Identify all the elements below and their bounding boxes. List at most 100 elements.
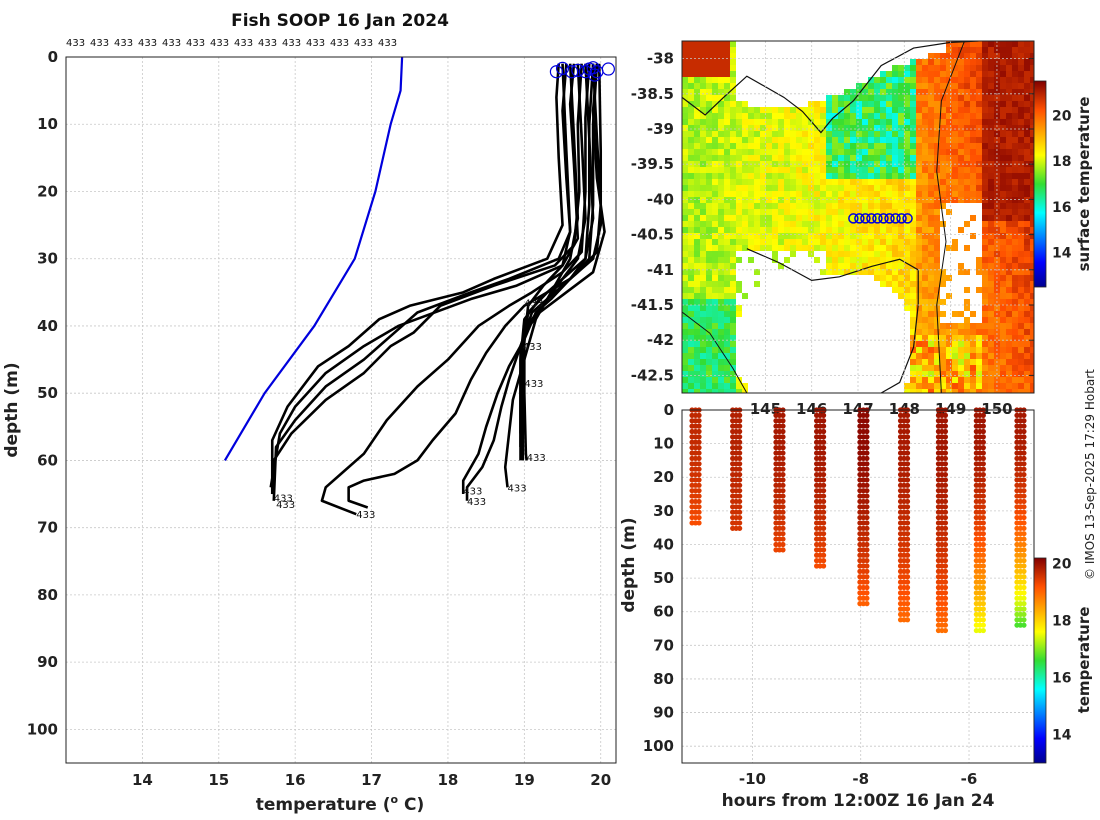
sst-cell: [790, 173, 796, 179]
sst-cell: [1018, 209, 1024, 215]
cast-point: [696, 471, 702, 478]
sst-cell: [982, 389, 988, 393]
sst-cell: [928, 287, 934, 293]
sst-cell: [772, 149, 778, 155]
sst-cell: [1000, 83, 1006, 89]
sst-cell: [694, 257, 700, 263]
sst-cell: [874, 173, 880, 179]
sst-cell: [1030, 77, 1034, 83]
sst-cell: [880, 221, 886, 227]
sst-cell: [916, 77, 922, 83]
sst-cell: [778, 227, 784, 233]
sst-cell: [808, 137, 814, 143]
sst-cell: [694, 359, 700, 365]
sst-cell: [766, 227, 772, 233]
sst-cell: [928, 101, 934, 107]
sst-cell: [874, 131, 880, 137]
sst-cell: [946, 53, 952, 59]
sst-cell: [886, 233, 892, 239]
cast-point: [904, 536, 911, 542]
sst-cell: [754, 143, 760, 149]
sst-cell: [712, 119, 718, 125]
sst-cell: [1000, 41, 1006, 47]
sst-cell: [832, 107, 838, 113]
sst-cell: [910, 179, 916, 185]
sst-cell: [976, 65, 982, 71]
cast-point: [864, 563, 870, 569]
sst-cell: [706, 317, 712, 323]
sst-cell: [796, 119, 802, 125]
sst-cell: [898, 107, 904, 113]
cast-point: [1021, 498, 1027, 505]
sst-cell: [1030, 89, 1034, 95]
sst-cell: [946, 191, 952, 197]
sst-cell: [970, 173, 976, 179]
sst-cell: [880, 173, 886, 179]
sst-cell: [724, 101, 730, 107]
sst-cell: [904, 269, 910, 275]
sst-cell: [742, 119, 748, 125]
sst-cell: [868, 191, 874, 197]
sst-cell: [718, 173, 724, 179]
sst-cell: [946, 245, 952, 251]
sst-cell: [868, 83, 874, 89]
sst-cell: [784, 209, 790, 215]
sst-cell: [784, 119, 790, 125]
sst-cell: [1000, 239, 1006, 245]
cast-point: [1021, 471, 1027, 478]
sst-cell: [976, 359, 982, 365]
sst-cell: [952, 239, 958, 245]
sst-cell: [946, 107, 952, 113]
sst-cell: [1006, 137, 1012, 143]
sst-cell: [904, 257, 910, 263]
sst-cell: [712, 167, 718, 173]
sst-cell: [958, 341, 964, 347]
cast-point: [942, 445, 949, 451]
sst-cell: [1000, 143, 1006, 149]
sst-cell: [1012, 89, 1018, 95]
sst-cell: [844, 167, 850, 173]
cast-point: [737, 525, 743, 531]
cast-point: [696, 450, 702, 456]
sst-cell: [1024, 89, 1030, 95]
cast-point: [980, 504, 986, 510]
sst-cell: [802, 197, 808, 203]
sst-cell: [700, 101, 706, 107]
sst-cell: [718, 131, 724, 137]
sst-cell: [916, 191, 922, 197]
cast-point: [1021, 525, 1027, 531]
sst-cell: [1030, 47, 1034, 53]
sst-cell: [1006, 191, 1012, 197]
sst-cell: [1024, 107, 1030, 113]
sst-cell: [982, 251, 988, 257]
cast-point: [980, 423, 986, 429]
sst-cell: [1012, 41, 1018, 47]
sst-cell: [910, 191, 916, 197]
sst-cell: [820, 203, 826, 209]
sst-cell: [1006, 107, 1012, 113]
sst-cell: [970, 89, 976, 95]
sst-cell: [880, 95, 886, 101]
sst-cell: [1000, 329, 1006, 335]
sst-cell: [898, 221, 904, 227]
sst-cell: [682, 281, 688, 287]
sst-cell: [850, 143, 856, 149]
sst-cell: [832, 197, 838, 203]
sst-cell: [952, 89, 958, 95]
sst-cell: [700, 155, 706, 161]
cast-point: [904, 509, 911, 515]
sst-cell: [682, 275, 688, 281]
sst-cell: [694, 167, 700, 173]
cast-point: [942, 466, 949, 472]
sst-cell: [1006, 299, 1012, 305]
sst-cell: [688, 41, 694, 47]
sst-cell: [1012, 149, 1018, 155]
sst-cell: [706, 347, 712, 353]
sst-cell: [730, 71, 736, 77]
sst-cell: [802, 179, 808, 185]
sst-cell: [694, 119, 700, 125]
sst-cell: [700, 239, 706, 245]
sst-cell: [718, 179, 724, 185]
sst-cell: [916, 311, 922, 317]
sst-cell: [754, 233, 760, 239]
